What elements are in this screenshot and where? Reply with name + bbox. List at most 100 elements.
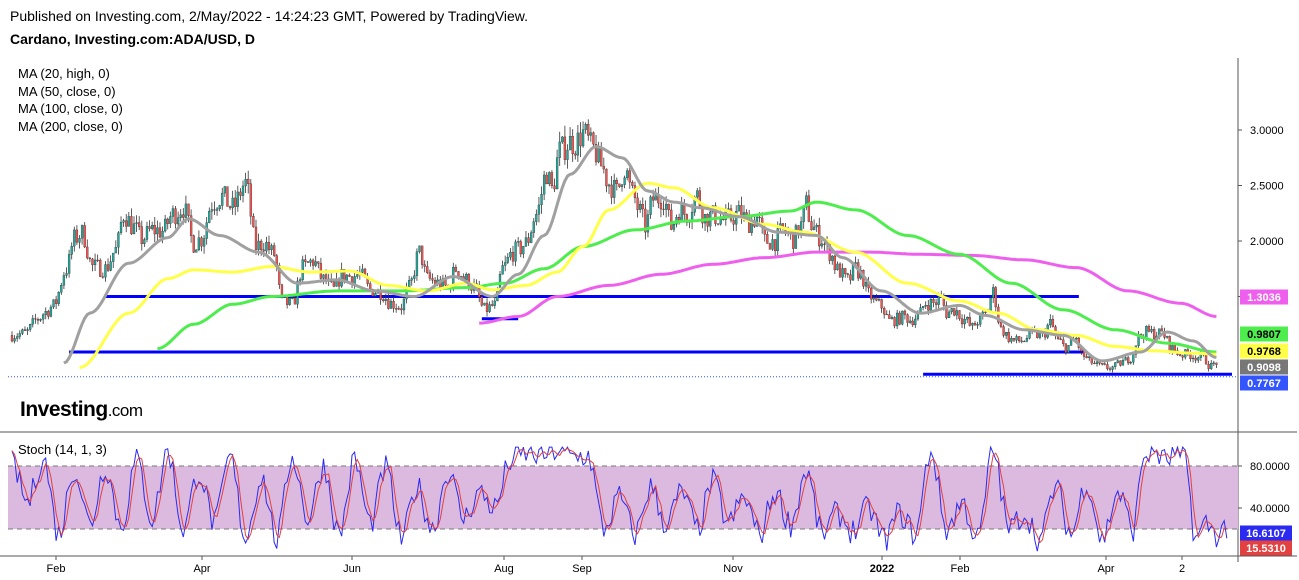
candle [532,218,535,238]
candle-body [215,208,219,211]
candle-body [927,305,930,311]
candle-body [548,172,551,185]
candle [148,220,151,232]
symbol-title: Cardano, Investing.com:ADA/USD, D [10,31,256,47]
candle-body [265,242,268,252]
candle [228,205,232,211]
candle [841,263,844,282]
candle [662,200,665,216]
candle-body [955,310,958,316]
candle-body [870,287,873,300]
candle [1114,361,1117,370]
candle-body [91,258,94,266]
candle-body [1152,329,1156,339]
candle [252,213,255,228]
candle-body [844,268,847,274]
candle-body [535,214,538,222]
candle-body [610,184,613,198]
candle [950,308,953,315]
candle [348,273,351,278]
candle [960,314,964,329]
time-tick-label: 2022 [870,563,894,575]
candle-body [664,203,668,210]
candle [106,258,110,273]
candle-body [908,320,912,323]
candle [213,201,216,215]
candle [132,216,136,235]
time-tick-label: Jun [343,563,361,575]
candle-body [1025,338,1029,342]
price-badge-bg [1240,375,1288,391]
candle [672,223,676,232]
candle-body [849,274,852,281]
candle-body [758,216,761,219]
moving-averages [63,145,1217,369]
candle-body [921,306,925,308]
candle-body [457,271,460,277]
candle [221,187,224,210]
candle [901,310,904,326]
candle [319,257,323,283]
candle-body [872,297,875,300]
candle [304,254,307,267]
candle-body [579,132,582,147]
candle-body [1103,363,1106,365]
candle [488,301,491,314]
candle [1088,356,1091,361]
candle-body [864,282,868,287]
candle [286,296,289,309]
candle-body [768,243,772,250]
candle [810,215,813,231]
candle-body [1194,357,1197,361]
candle [265,236,268,256]
candle-body [13,338,16,342]
candle-body [509,252,512,258]
candle [1064,343,1068,355]
candle-body [714,205,717,224]
candle-body [122,220,125,223]
candle-body [164,218,167,232]
candle-body [514,241,517,262]
candle-body [1160,328,1164,332]
candle-body [649,196,652,215]
candle-body [112,252,115,262]
candle [566,144,569,169]
candle-body [88,257,92,260]
candle [973,320,977,326]
candle [1119,360,1122,367]
candle-body [953,308,956,316]
candle-body [42,314,45,320]
candle-body [332,281,336,287]
candle-body [288,298,291,305]
candle [395,303,398,313]
candle-body [384,298,387,301]
candle-body [197,237,201,251]
candle [16,333,19,342]
candle-body [62,275,66,286]
candle [62,271,66,289]
candle [88,256,92,263]
candle [44,307,47,320]
candle-body [628,170,631,183]
candle [208,207,211,224]
candle-body [86,246,89,259]
candle-body [361,268,364,273]
candle-body [488,304,491,312]
candle-body [260,240,263,251]
candle-body [846,273,849,275]
candle [410,276,413,286]
candle-body [52,299,55,308]
candle [833,253,836,274]
candle [1101,362,1104,366]
price-badge: 1.3036 [1240,289,1288,305]
candle [202,234,206,254]
candle-body [493,300,496,306]
candle-body [143,239,146,245]
candle [506,253,509,265]
candle-body [545,174,548,185]
candle-body [262,249,265,252]
candle-body [934,302,938,305]
candle [579,122,582,158]
candle-body [968,317,971,326]
candle-body [553,185,556,190]
